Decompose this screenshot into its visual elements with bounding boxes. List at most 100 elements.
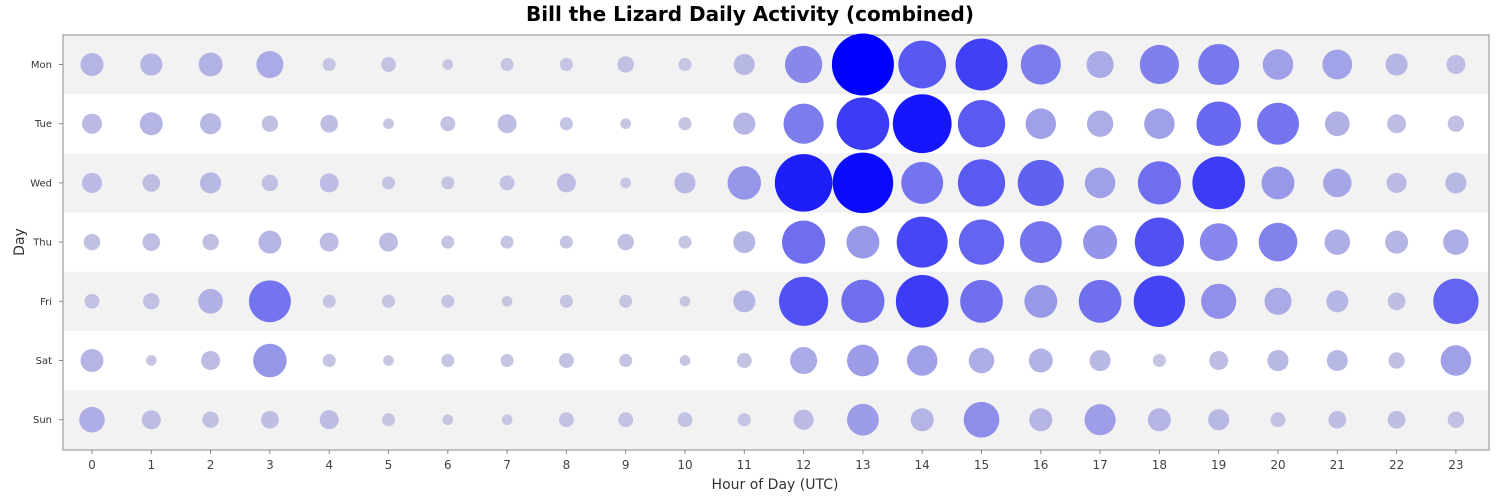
y-tick-label: Wed (30, 178, 52, 189)
bubble-thu-13 (846, 225, 880, 259)
bubble-fri-6 (441, 294, 455, 308)
bubble-wed-1 (142, 174, 161, 192)
bubble-mon-22 (1385, 53, 1408, 76)
bubble-wed-19 (1192, 156, 1246, 210)
bubble-thu-0 (83, 233, 101, 251)
x-tick-label: 2 (207, 458, 215, 472)
bubble-wed-4 (319, 173, 339, 193)
y-tick-label: Sat (36, 356, 52, 367)
bubble-fri-11 (733, 290, 756, 313)
bubble-wed-6 (441, 176, 455, 190)
bubble-wed-15 (957, 159, 1006, 207)
bubble-sun-5 (381, 413, 396, 427)
bubble-sun-19 (1208, 409, 1230, 431)
bubble-mon-10 (678, 57, 692, 72)
bubble-sat-1 (145, 355, 157, 366)
bubble-tue-0 (81, 113, 103, 134)
y-tick-label: Mon (31, 60, 52, 71)
row-band-thu (63, 212, 1489, 272)
bubble-tue-14 (892, 94, 952, 154)
bubble-tue-19 (1196, 101, 1241, 146)
x-tick-label: 8 (563, 458, 571, 472)
x-tick-label: 18 (1152, 458, 1167, 472)
bubble-wed-2 (200, 172, 222, 194)
bubble-sun-20 (1270, 412, 1286, 428)
bubble-wed-20 (1261, 166, 1295, 200)
bubble-thu-23 (1443, 229, 1469, 255)
bubble-sat-16 (1028, 348, 1053, 373)
bubble-wed-12 (774, 154, 833, 212)
bubble-wed-18 (1137, 161, 1182, 205)
bubble-sun-18 (1147, 408, 1171, 432)
bubble-sun-13 (847, 403, 879, 436)
bubble-mon-23 (1446, 55, 1466, 74)
x-tick-label: 21 (1330, 458, 1345, 472)
bubble-thu-5 (379, 232, 398, 252)
bubble-mon-8 (559, 57, 573, 72)
bubble-sun-8 (558, 412, 574, 428)
bubble-fri-20 (1264, 287, 1292, 315)
bubble-fri-4 (322, 294, 336, 308)
y-tick-label: Thu (32, 238, 52, 249)
bubble-fri-10 (679, 295, 691, 307)
x-tick-label: 0 (88, 458, 96, 472)
bubbles (79, 33, 1479, 438)
bubble-sun-14 (910, 408, 934, 432)
row-band-fri (63, 271, 1489, 331)
bubble-mon-17 (1086, 50, 1114, 79)
bubble-sun-15 (963, 401, 1000, 438)
bubble-sun-12 (793, 409, 814, 430)
row-bands (63, 34, 1489, 450)
bubble-sun-1 (141, 410, 161, 430)
y-tick-label: Fri (40, 297, 52, 308)
bubble-mon-0 (80, 52, 104, 77)
bubble-thu-2 (202, 233, 219, 251)
bubble-wed-13 (832, 152, 894, 214)
bubble-mon-18 (1139, 44, 1179, 85)
bubble-thu-10 (678, 235, 692, 249)
bubble-sat-18 (1152, 353, 1166, 368)
x-tick-label: 20 (1270, 458, 1285, 472)
bubble-mon-3 (256, 50, 284, 79)
bubble-mon-6 (442, 59, 454, 70)
bubble-mon-20 (1262, 49, 1294, 80)
bubble-sun-23 (1447, 411, 1465, 428)
bubble-sun-7 (501, 414, 513, 426)
bubble-sun-0 (79, 406, 105, 433)
bubble-tue-23 (1447, 115, 1465, 132)
bubble-mon-9 (617, 56, 634, 73)
bubble-wed-21 (1323, 168, 1352, 198)
bubble-tue-15 (957, 100, 1006, 148)
bubble-sat-15 (968, 347, 995, 374)
x-tick-label: 23 (1448, 458, 1463, 472)
x-tick-label: 13 (855, 458, 870, 472)
x-tick-label: 11 (737, 458, 752, 472)
bubble-fri-23 (1433, 278, 1479, 324)
bubble-sun-9 (618, 412, 634, 428)
bubble-thu-14 (896, 216, 948, 268)
bubble-tue-5 (383, 118, 394, 130)
bubble-mon-15 (955, 38, 1008, 91)
x-tick-label: 5 (385, 458, 393, 472)
bubble-sat-4 (322, 353, 336, 368)
bubble-thu-3 (258, 230, 282, 254)
bubble-sun-16 (1029, 408, 1053, 432)
bubble-fri-16 (1024, 284, 1058, 318)
x-tick-label: 3 (266, 458, 274, 472)
x-tick-label: 10 (677, 458, 692, 472)
bubble-sun-22 (1387, 410, 1406, 429)
bubble-thu-11 (733, 231, 756, 254)
bubble-mon-16 (1020, 44, 1061, 85)
bubble-sat-14 (906, 345, 938, 376)
bubble-sat-2 (201, 351, 221, 370)
bubble-sat-20 (1267, 349, 1289, 372)
bubble-wed-14 (901, 161, 944, 204)
bubble-thu-20 (1258, 222, 1298, 262)
x-tick-label: 15 (974, 458, 989, 472)
y-axis-ticks: Mon Tue Wed Thu Fri Sat Sun (30, 60, 63, 426)
x-tick-label: 4 (325, 458, 333, 472)
bubble-sun-10 (677, 412, 693, 428)
bubble-sat-6 (441, 353, 455, 368)
bubble-tue-18 (1144, 108, 1175, 139)
